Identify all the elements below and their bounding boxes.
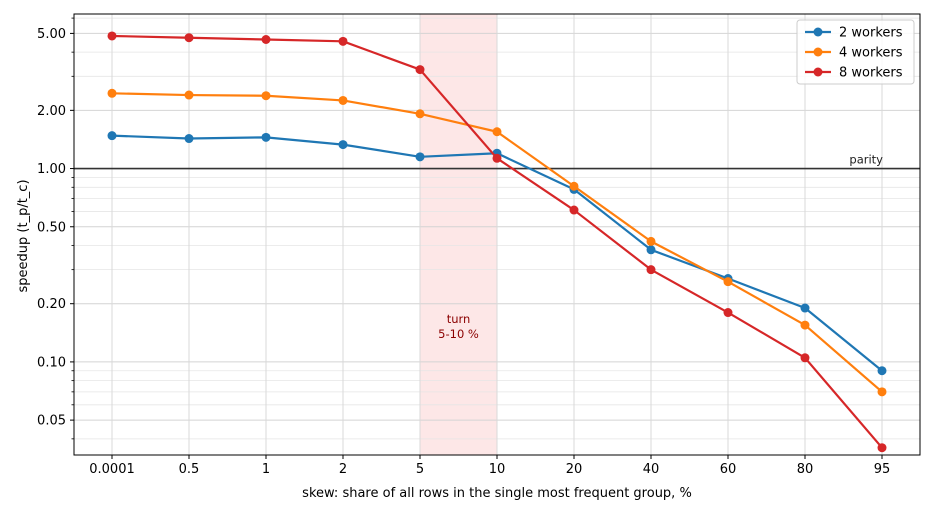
y-tick-label: 2.00 [37,104,66,119]
data-point [800,353,810,363]
data-point [261,132,271,142]
legend-item: 4 workers [805,46,903,61]
y-tick-label: 1.00 [37,162,66,177]
data-point [877,443,887,453]
data-point [415,109,425,119]
data-point [723,277,733,287]
legend-label: 8 workers [839,66,903,81]
band-label-line1: turn [447,312,471,326]
data-point [338,140,348,150]
legend-swatch-marker [813,67,823,77]
x-tick-label: 10 [489,462,506,477]
x-axis-label: skew: share of all rows in the single mo… [302,486,692,501]
data-point [415,65,425,75]
legend-swatch-marker [813,47,823,57]
x-tick-label: 5 [416,462,424,477]
x-tick-label: 2 [339,462,347,477]
data-point [338,36,348,46]
data-point [184,33,194,43]
data-point [646,236,656,246]
data-point [107,88,117,98]
parity-label: parity [849,153,883,167]
data-point [569,205,579,215]
y-axis-label: speedup (t_p/t_c) [16,179,31,292]
data-point [723,308,733,318]
legend-swatch-marker [813,27,823,37]
highlight-band [420,14,497,455]
x-tick-label: 95 [874,462,891,477]
x-tick-label: 0.5 [179,462,200,477]
x-tick-label: 1 [262,462,270,477]
data-point [646,245,656,255]
legend-label: 4 workers [839,46,903,61]
band-label-line2: 5-10 % [438,327,479,341]
y-tick-label: 0.10 [37,355,66,370]
legend-label: 2 workers [839,26,903,41]
data-point [877,366,887,376]
series-3 [107,31,887,453]
y-tick-label: 0.05 [37,414,66,429]
series-2 [107,88,887,397]
data-point [184,90,194,100]
grid-layer [74,14,920,455]
x-tick-label: 80 [797,462,814,477]
data-point [261,35,271,45]
legend: 2 workers 4 workers 8 workers [796,19,915,85]
data-point [800,320,810,330]
y-tick-label: 0.50 [37,220,66,235]
data-point [569,181,579,191]
legend-item: 2 workers [805,26,903,41]
y-tick-label: 0.20 [37,297,66,312]
y-tick-label: 5.00 [37,27,66,42]
data-point [492,127,502,137]
data-point [107,31,117,41]
reference-line-layer: parity [74,153,920,170]
x-tick-label: 40 [643,462,660,477]
data-point [646,265,656,275]
data-point [261,91,271,101]
axis-layer: 0.05 0.10 0.20 0.50 1.00 2.00 5.00 0.0001 0.5 1 2 5… [37,13,921,477]
legend-item: 8 workers [805,66,903,81]
data-point [107,131,117,141]
series-layer [107,31,887,453]
data-point [492,153,502,163]
data-point [877,387,887,397]
x-tick-label: 60 [720,462,737,477]
data-point [415,152,425,162]
data-point [338,95,348,105]
data-point [184,134,194,144]
data-point [800,303,810,313]
x-tick-label: 0.0001 [89,462,135,477]
x-tick-label: 20 [566,462,583,477]
legend-box [796,19,915,85]
